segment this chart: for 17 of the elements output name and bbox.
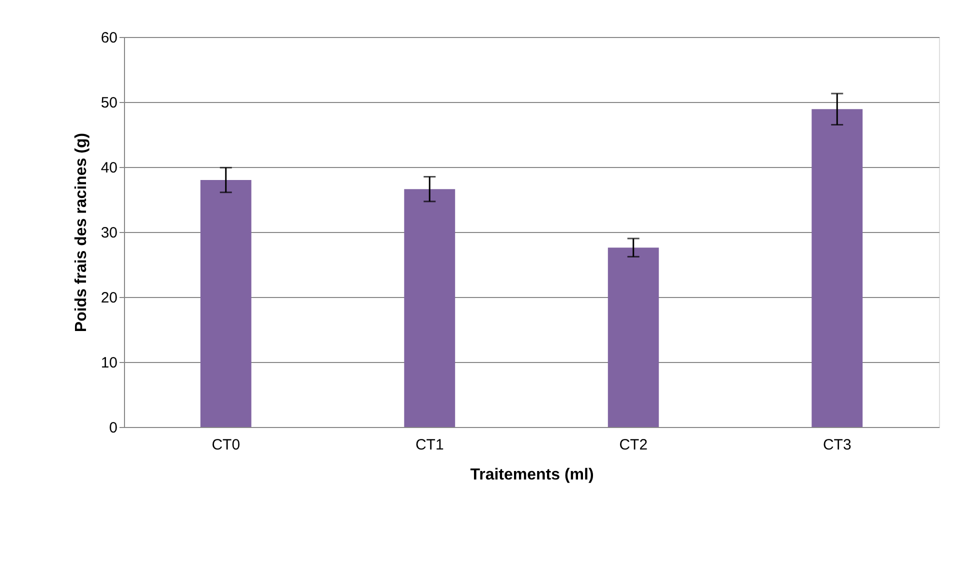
y-tick-label: 10 xyxy=(100,354,118,372)
bar xyxy=(200,180,252,427)
x-tick-label: CT3 xyxy=(822,436,852,454)
x-axis-title: Traitements (ml) xyxy=(470,466,594,484)
x-tick-label: CT0 xyxy=(212,436,240,454)
y-axis-title: Poids frais des racines (g) xyxy=(72,132,90,332)
bar xyxy=(608,248,659,427)
y-tick-label: 40 xyxy=(100,160,118,176)
x-tick-label: CT1 xyxy=(415,436,444,454)
bar xyxy=(404,189,456,427)
bar xyxy=(812,109,863,427)
y-tick-label: 30 xyxy=(100,224,118,242)
y-tick-label: 60 xyxy=(100,30,118,46)
y-tick-label: 20 xyxy=(100,290,118,306)
y-tick-label: 0 xyxy=(109,420,118,436)
y-tick-label: 50 xyxy=(100,94,118,112)
x-tick-label: CT2 xyxy=(619,436,648,454)
